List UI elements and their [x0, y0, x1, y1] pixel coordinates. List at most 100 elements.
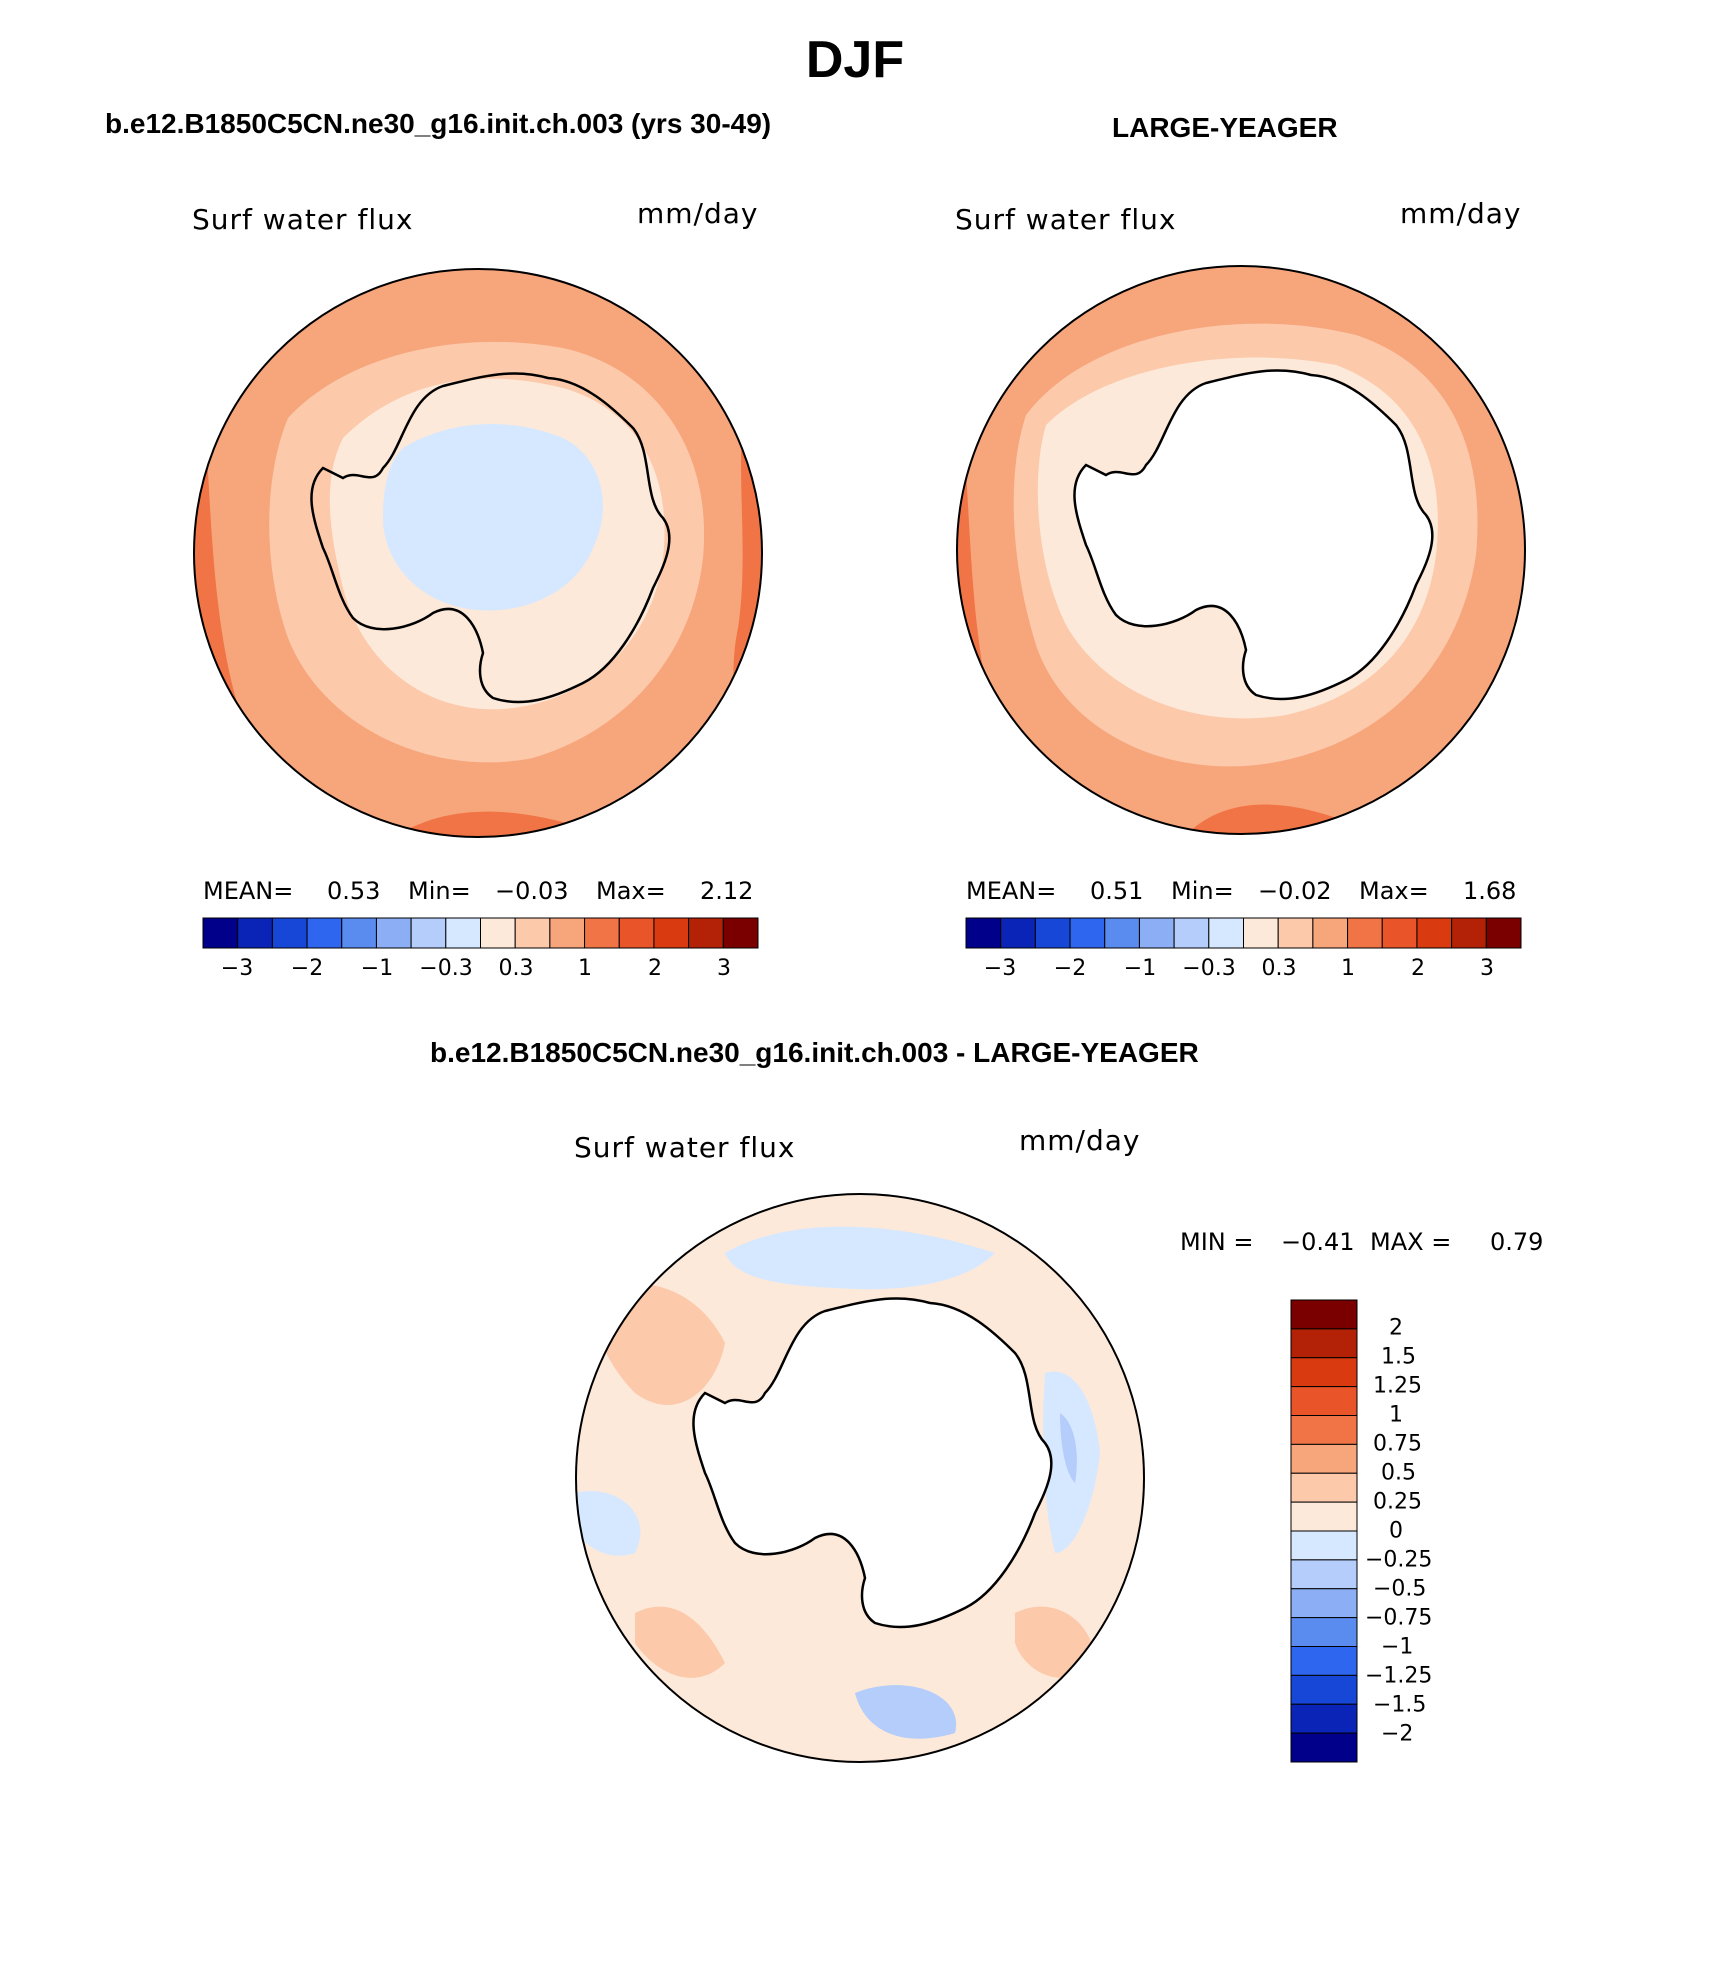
panel1-tick-label: −3 [220, 956, 254, 981]
diff-tick-label: 0.25 [1373, 1489, 1422, 1515]
panel2-colorbar-swatch [1381, 917, 1418, 949]
panel1-colorbar-swatch [618, 917, 655, 949]
diff-colorbar-swatch [1290, 1617, 1358, 1647]
panel1-colorbar-swatch [722, 917, 759, 949]
panel1-mean-value: 0.53 [327, 877, 381, 905]
panel1-colorbar-swatch [237, 917, 273, 949]
figure-title: DJF [805, 31, 905, 89]
diff-field-blue-east-core [1060, 1413, 1077, 1483]
panel1-colorbar-swatch [271, 917, 308, 949]
panel2-tick-label: 0.3 [1261, 956, 1297, 981]
panel1-colorbar [202, 917, 759, 949]
diff-field-peach-south [635, 1606, 725, 1678]
panel1-colorbar-swatch [653, 917, 690, 949]
panel2-colorbar-swatch [1138, 917, 1175, 949]
panel1-case-title: b.e12.B1850C5CN.ne30_g16.init.ch.003 (yr… [105, 108, 772, 139]
diff-colorbar-swatch [1290, 1703, 1358, 1734]
diff-variable-label: Surf water flux [574, 1131, 796, 1164]
panel1-min-label: Min= [408, 877, 471, 905]
panel1-colorbar-ticks: −3 −2 −1 −0.3 0.3 1 2 3 [203, 956, 758, 986]
diff-max-label: MAX = [1370, 1228, 1452, 1256]
panel2-colorbar-swatch [1034, 917, 1071, 949]
diff-colorbar-swatch [1290, 1559, 1358, 1590]
diff-units-label: mm/day [1019, 1124, 1141, 1157]
panel2-max-label: Max= [1359, 877, 1429, 905]
panel2-colorbar [965, 917, 1522, 949]
panel2-colorbar-swatch [1208, 917, 1244, 949]
panel1-tick-label: 3 [717, 956, 731, 981]
panel2-antarctica [1073, 369, 1434, 701]
diff-colorbar-swatch [1290, 1472, 1358, 1503]
diff-tick-label: −1.5 [1373, 1692, 1427, 1718]
diff-tick-label: −1 [1381, 1634, 1414, 1660]
panel1-colorbar-swatch [514, 917, 551, 949]
diff-case-title: b.e12.B1850C5CN.ne30_g16.init.ch.003 - L… [430, 1037, 1199, 1068]
panel1-max-label: Max= [596, 877, 666, 905]
panel1-tick-label: 2 [648, 956, 662, 981]
panel2-max-value: 1.68 [1463, 877, 1517, 905]
panel2-colorbar-swatch [1416, 917, 1453, 949]
panel1-variable-label: Surf water flux [192, 203, 414, 236]
panel2-units-label: mm/day [1400, 197, 1522, 230]
panel1-tick-label: −0.3 [419, 956, 473, 981]
diff-max-value: 0.79 [1490, 1228, 1544, 1256]
panel2-colorbar-swatch [1173, 917, 1210, 949]
panel1-colorbar-swatch [410, 917, 447, 949]
panel1-units-label: mm/day [637, 197, 759, 230]
diff-colorbar-swatch [1290, 1328, 1358, 1359]
diff-colorbar-swatch [1290, 1357, 1358, 1388]
panel1-colorbar-swatch [306, 917, 343, 949]
diff-antarctica [692, 1297, 1053, 1629]
panel2-colorbar-swatch [1277, 917, 1314, 949]
panel1-colorbar-swatch [688, 917, 724, 949]
panel2-tick-label: −3 [983, 956, 1017, 981]
panel2-colorbar-swatch [965, 917, 1002, 949]
diff-colorbar-swatch [1290, 1732, 1358, 1763]
panel1-polar-map [193, 268, 763, 838]
diff-min-value: −0.41 [1281, 1228, 1355, 1256]
panel2-colorbar-swatch [1485, 917, 1522, 949]
panel2-variable-label: Surf water flux [955, 203, 1177, 236]
diff-colorbar [1290, 1299, 1358, 1763]
panel1-colorbar-swatch [375, 917, 412, 949]
panel1-colorbar-swatch [341, 917, 377, 949]
diff-tick-label: 2 [1389, 1315, 1403, 1341]
panel2-mean-label: MEAN= [966, 877, 1057, 905]
panel2-colorbar-swatch [1069, 917, 1106, 949]
panel2-colorbar-swatch [1451, 917, 1487, 949]
panel1-colorbar-swatch [549, 917, 586, 949]
panel2-colorbar-swatch [1104, 917, 1140, 949]
panel2-colorbar-swatch [1000, 917, 1036, 949]
panel1-max-value: 2.12 [700, 877, 754, 905]
panel1-min-value: −0.03 [495, 877, 569, 905]
diff-colorbar-swatch [1290, 1415, 1358, 1445]
panel2-colorbar-ticks: −3 −2 −1 −0.3 0.3 1 2 3 [966, 956, 1521, 986]
panel2-min-label: Min= [1171, 877, 1234, 905]
diff-colorbar-swatch [1290, 1501, 1358, 1532]
diff-tick-label: 0.5 [1381, 1460, 1416, 1486]
diff-field-blue-north [725, 1226, 995, 1290]
panel2-mean-value: 0.51 [1090, 877, 1144, 905]
diff-min-label: MIN = [1180, 1228, 1254, 1256]
diff-tick-label: 1 [1389, 1402, 1403, 1428]
diff-polar-map [575, 1193, 1145, 1763]
diff-tick-label: −0.25 [1365, 1547, 1433, 1573]
diff-tick-label: 1.5 [1381, 1344, 1416, 1370]
diff-colorbar-swatch [1290, 1674, 1358, 1705]
diff-field-peach-east [1015, 1606, 1095, 1678]
panel2-min-value: −0.02 [1258, 877, 1332, 905]
panel2-tick-label: −0.3 [1182, 956, 1236, 981]
diff-colorbar-swatch [1290, 1530, 1358, 1561]
panel1-tick-label: 1 [578, 956, 592, 981]
panel2-case-title: LARGE-YEAGER [1112, 112, 1338, 143]
panel2-tick-label: 3 [1480, 956, 1494, 981]
diff-tick-label: 0 [1389, 1518, 1403, 1544]
diff-colorbar-ticks: 2 1.5 1.25 1 0.75 0.5 0.25 0 −0.25 −0.5 … [1365, 1300, 1485, 1762]
panel1-colorbar-swatch [202, 917, 239, 949]
diff-colorbar-swatch [1290, 1443, 1358, 1474]
diff-colorbar-swatch [1290, 1386, 1358, 1416]
panel1-tick-label: 0.3 [498, 956, 534, 981]
diff-tick-label: 1.25 [1373, 1373, 1422, 1399]
panel1-tick-label: −2 [290, 956, 324, 981]
diff-colorbar-swatch [1290, 1588, 1358, 1619]
